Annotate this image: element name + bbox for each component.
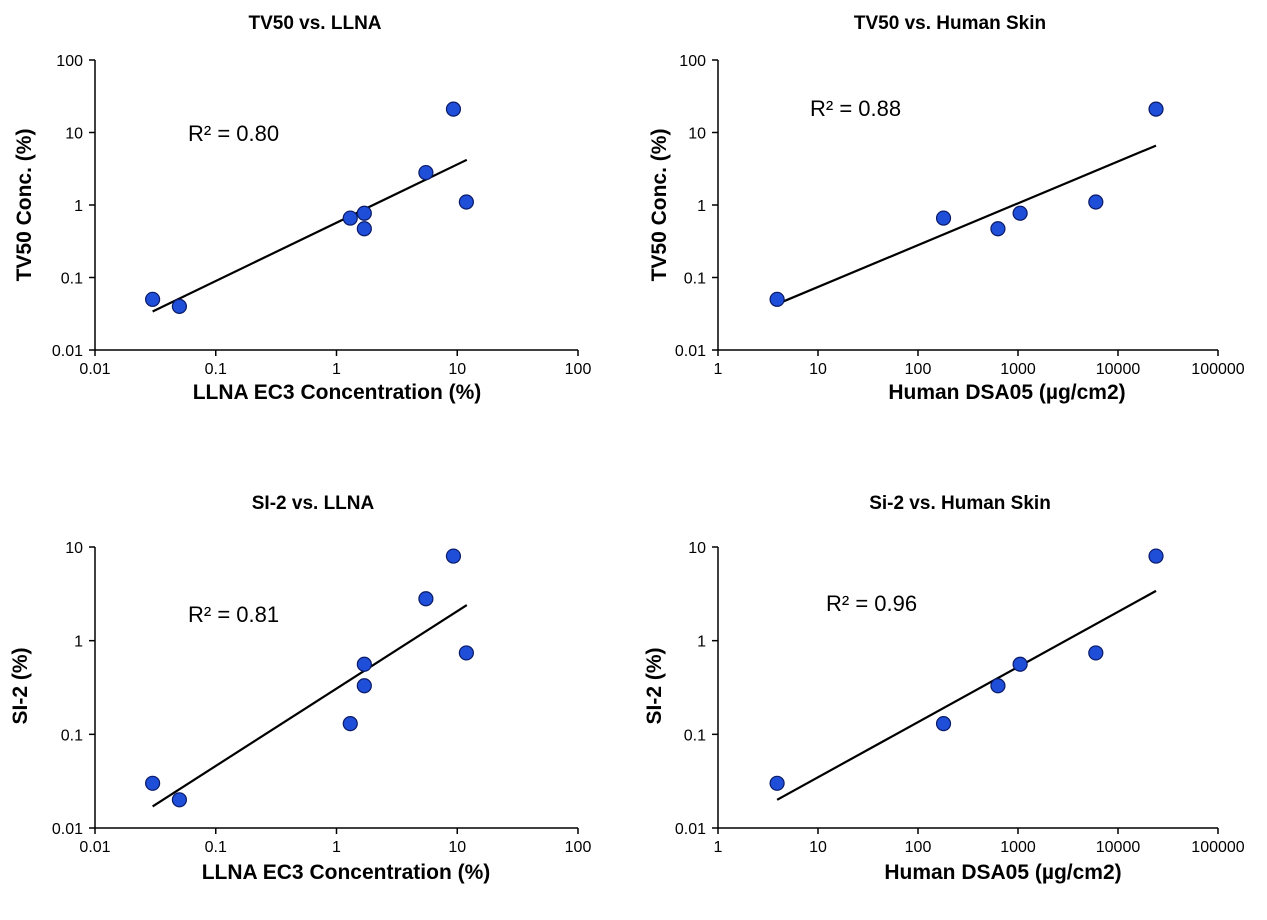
chart-title: Si-2 vs. Human Skin <box>869 493 1051 514</box>
x-tick-label: 10 <box>448 361 466 378</box>
data-point <box>145 775 161 791</box>
y-tick-label: 0.1 <box>684 271 706 288</box>
data-point <box>171 792 188 808</box>
chart-panel-si2-vs-llna: SI-2 vs. LLNA LLNA EC3 Concentration (%)… <box>9 493 591 884</box>
y-tick-label: 0.01 <box>675 343 706 360</box>
y-tick-label: 0.01 <box>52 821 83 838</box>
x-tick-label: 10000 <box>1096 361 1141 378</box>
chart-panel-si2-vs-human-skin: Si-2 vs. Human Skin Human DSA05 (µg/cm2)… <box>643 493 1245 884</box>
r-squared-annotation: R² = 0.81 <box>188 602 279 627</box>
y-tick-label: 0.01 <box>52 343 83 360</box>
data-point <box>458 645 474 661</box>
data-point <box>356 205 372 221</box>
y-tick-label: 1 <box>697 198 706 215</box>
data-point <box>356 221 372 237</box>
chart-panel-tv50-vs-human-skin: TV50 vs. Human Skin Human DSA05 (µg/cm2)… <box>648 13 1245 404</box>
data-point <box>935 716 952 732</box>
data-point <box>769 291 785 307</box>
x-tick-label: 1000 <box>1000 839 1036 856</box>
data-point <box>769 775 785 791</box>
plot-area: 1 10 100 1000 10000 100000 0.01 0.1 1 10 100 <box>675 53 1245 378</box>
plot-area: 0.01 0.1 1 10 100 0.01 0.1 1 10 100 <box>52 53 592 378</box>
data-point <box>458 194 474 210</box>
data-point <box>342 210 358 226</box>
y-tick-label: 10 <box>65 540 83 557</box>
x-tick-label: 100 <box>905 361 932 378</box>
data-point <box>1012 656 1028 672</box>
data-point <box>1148 548 1164 564</box>
data-point <box>935 210 952 226</box>
chart-panel-tv50-vs-llna: TV50 vs. LLNA LLNA EC3 Concentration (%)… <box>13 13 591 404</box>
y-tick-label: 10 <box>688 540 706 557</box>
data-point <box>418 591 434 607</box>
trendline <box>776 144 1157 306</box>
x-tick-label: 100000 <box>1191 839 1244 856</box>
chart-title: TV50 vs. LLNA <box>248 13 381 34</box>
data-point <box>1148 101 1164 117</box>
data-point <box>1088 645 1104 661</box>
y-axis-label: TV50 Conc. (%) <box>13 129 36 282</box>
y-tick-label: 10 <box>688 126 706 143</box>
y-tick-label: 0.01 <box>675 821 706 838</box>
x-tick-label: 1 <box>714 839 723 856</box>
x-tick-label: 1 <box>332 361 341 378</box>
plot-area: 0.01 0.1 1 10 100 0.01 0.1 1 10 <box>52 540 592 856</box>
r-squared-annotation: R² = 0.96 <box>826 591 917 616</box>
data-point <box>445 101 462 117</box>
y-axis-label: SI-2 (%) <box>643 647 666 724</box>
data-point <box>990 678 1006 694</box>
data-point <box>171 298 188 314</box>
x-tick-label: 100 <box>905 839 932 856</box>
x-tick-label: 10000 <box>1096 839 1141 856</box>
data-point <box>445 548 462 564</box>
y-axis-label: SI-2 (%) <box>9 647 32 724</box>
r-squared-annotation: R² = 0.80 <box>188 121 279 146</box>
x-axis-label: Human DSA05 (µg/cm2) <box>888 381 1125 404</box>
y-axis-label: TV50 Conc. (%) <box>648 129 671 282</box>
y-tick-label: 0.1 <box>61 271 83 288</box>
data-point <box>356 678 372 694</box>
x-tick-label: 0.01 <box>79 839 110 856</box>
y-tick-label: 10 <box>65 126 83 143</box>
x-tick-label: 100 <box>565 839 592 856</box>
y-tick-label: 100 <box>56 53 83 70</box>
x-axis-label: LLNA EC3 Concentration (%) <box>193 381 482 404</box>
x-tick-label: 10 <box>809 361 827 378</box>
x-tick-label: 0.1 <box>205 839 227 856</box>
y-tick-label: 0.1 <box>61 727 83 744</box>
y-tick-label: 0.1 <box>684 727 706 744</box>
data-point <box>356 656 372 672</box>
data-point <box>342 716 358 732</box>
x-axis-label: Human DSA05 (µg/cm2) <box>884 861 1121 884</box>
data-point <box>1012 205 1028 221</box>
x-tick-label: 1 <box>714 361 723 378</box>
x-tick-label: 1000 <box>1000 361 1036 378</box>
y-tick-label: 100 <box>679 53 706 70</box>
data-point <box>1088 194 1104 210</box>
y-tick-label: 1 <box>697 634 706 651</box>
y-tick-label: 1 <box>74 634 83 651</box>
x-tick-label: 1 <box>332 839 341 856</box>
data-point <box>418 164 434 181</box>
chart-title: SI-2 vs. LLNA <box>252 493 375 514</box>
y-tick-label: 1 <box>74 198 83 215</box>
x-tick-label: 100 <box>565 361 592 378</box>
x-tick-label: 10 <box>809 839 827 856</box>
x-tick-label: 0.1 <box>205 361 227 378</box>
data-point <box>145 291 161 307</box>
x-axis-label: LLNA EC3 Concentration (%) <box>202 861 491 884</box>
trendline <box>152 604 468 808</box>
data-point <box>990 221 1006 237</box>
plot-area: 1 10 100 1000 10000 100000 0.01 0.1 1 10 <box>675 540 1245 856</box>
x-tick-label: 100000 <box>1191 361 1244 378</box>
chart-title: TV50 vs. Human Skin <box>854 13 1046 34</box>
x-tick-label: 10 <box>448 839 466 856</box>
r-squared-annotation: R² = 0.88 <box>810 96 901 121</box>
x-tick-label: 0.01 <box>79 361 110 378</box>
trendline <box>152 158 468 313</box>
trendline <box>776 589 1157 801</box>
